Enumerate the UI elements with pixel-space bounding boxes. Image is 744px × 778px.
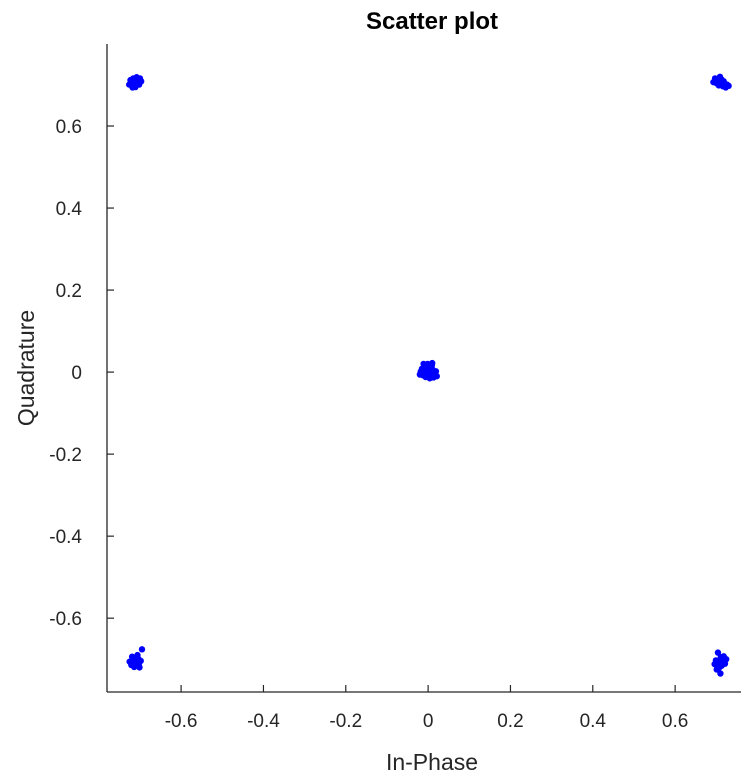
- x-tick-label: -0.6: [165, 711, 198, 732]
- data-point: [420, 361, 426, 367]
- data-point: [725, 83, 731, 89]
- data-point: [434, 373, 440, 379]
- data-point: [132, 661, 138, 667]
- data-point: [428, 368, 434, 374]
- data-point: [714, 80, 720, 86]
- y-tick-label: 0.6: [56, 117, 82, 138]
- x-tick-label: 0.4: [580, 711, 607, 732]
- chart-title: Scatter plot: [366, 8, 498, 35]
- data-point: [129, 654, 135, 660]
- x-tick-label: -0.4: [247, 711, 280, 732]
- y-tick-label: -0.2: [49, 445, 82, 466]
- data-point: [129, 84, 135, 90]
- y-axis-label: Quadrature: [13, 310, 39, 426]
- x-tick-label: 0.6: [662, 711, 688, 732]
- data-point: [429, 360, 435, 366]
- y-tick-label: -0.6: [49, 609, 82, 630]
- data-point: [721, 653, 727, 659]
- x-tick-label: 0.2: [497, 711, 523, 732]
- x-tick-label: -0.2: [329, 711, 362, 732]
- data-point: [135, 79, 141, 85]
- y-tick-label: 0.4: [56, 199, 83, 220]
- y-tick-label: 0.2: [56, 281, 82, 302]
- data-point: [721, 78, 727, 84]
- data-point: [139, 646, 145, 652]
- y-tick-label: 0: [71, 363, 82, 384]
- data-point: [715, 649, 721, 655]
- data-point: [714, 666, 720, 672]
- data-point: [417, 371, 423, 377]
- data-point: [130, 75, 136, 81]
- x-axis-label: In-Phase: [386, 749, 478, 775]
- x-tick-label: 0: [423, 711, 434, 732]
- y-tick-label: -0.4: [49, 527, 82, 548]
